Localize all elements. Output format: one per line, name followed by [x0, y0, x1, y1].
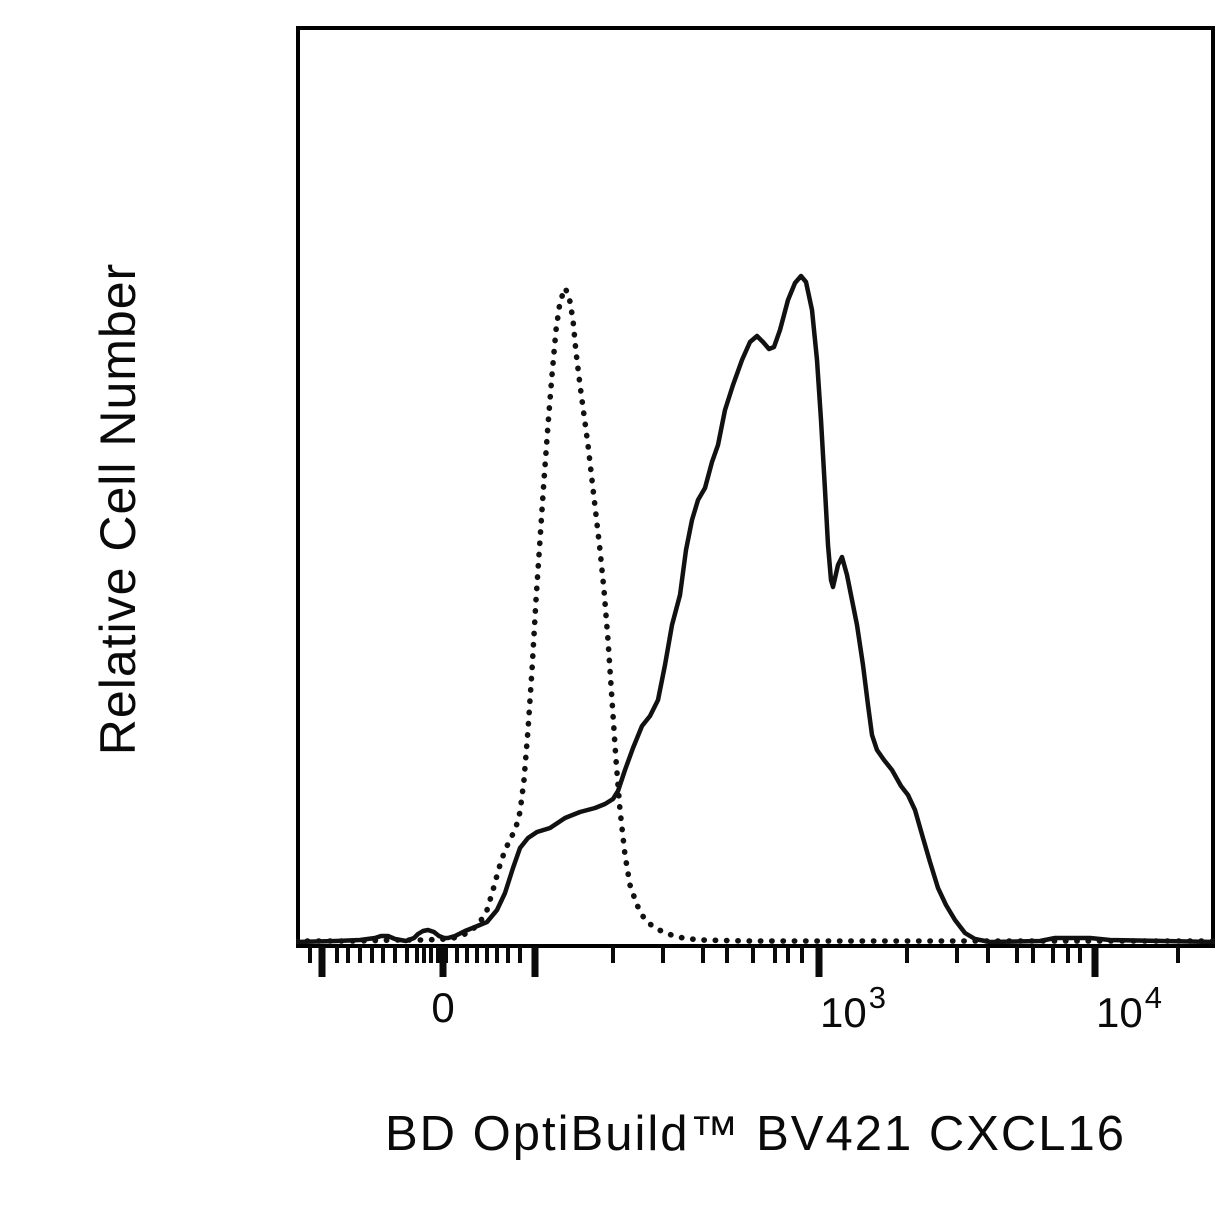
- x-axis-ticks: [308, 946, 1180, 977]
- x-axis-title: BD OptiBuild™ BV421 CXCL16: [384, 1107, 1127, 1161]
- x-axis-tick-label: 103: [820, 980, 886, 1036]
- plot-border: [296, 26, 1215, 948]
- x-axis-tick-label: 0: [431, 984, 455, 1031]
- histogram-plot: [296, 26, 1215, 948]
- y-axis-title: Relative Cell Number: [90, 262, 146, 756]
- histogram-curve-cxcl16-stained-solid: [296, 273, 1215, 945]
- histogram-curve-control-dotted: [296, 285, 1215, 944]
- plot-area: [296, 26, 1215, 948]
- x-axis-tick-label: 104: [1096, 980, 1162, 1036]
